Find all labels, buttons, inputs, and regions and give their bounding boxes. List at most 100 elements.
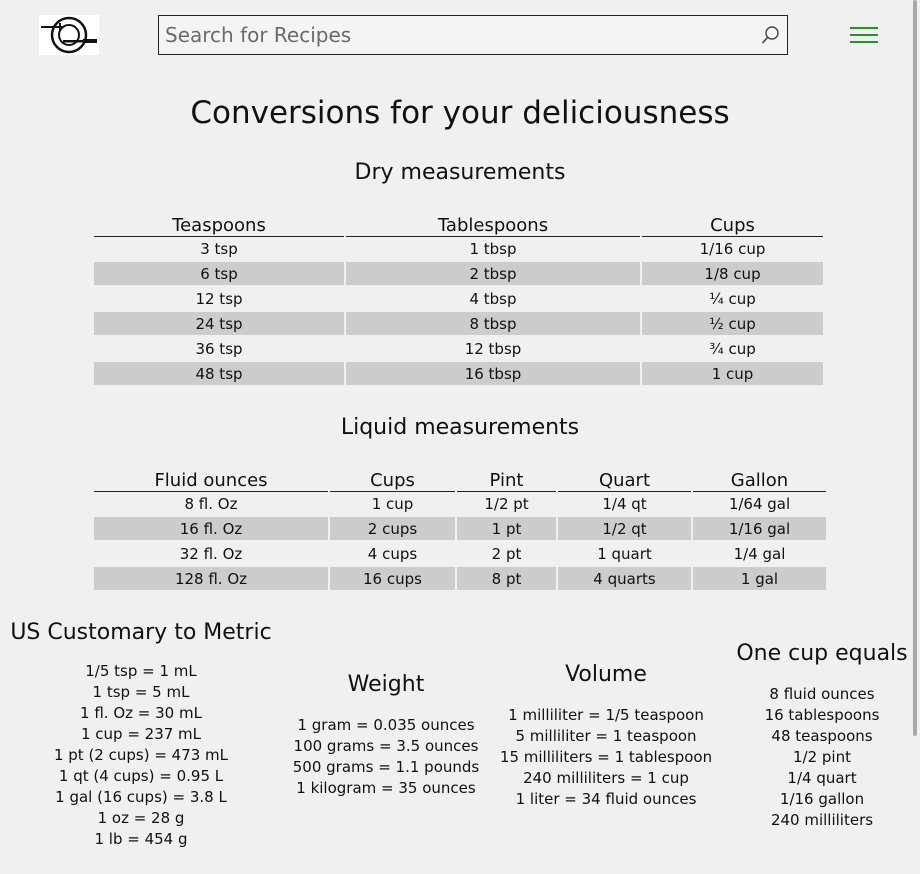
table-row: 6 tsp 2 tbsp 1/8 cup — [94, 262, 823, 287]
table-row: 128 fl. Oz 16 cups 8 pt 4 quarts 1 gal — [94, 567, 826, 592]
list-item: 1 milliliter = 1/5 teaspoon — [508, 706, 704, 724]
table-cell: 2 cups — [330, 517, 455, 542]
list-item: 1/4 quart — [787, 769, 857, 787]
weight-section: Weight 1 gram = 0.035 ounces 100 grams =… — [286, 672, 486, 799]
list-item: 1 pt (2 cups) = 473 mL — [53, 746, 229, 764]
list-item: 1 lb = 454 g — [94, 830, 188, 848]
table-cell: 1/16 cup — [642, 237, 823, 262]
table-row: 36 tsp 12 tbsp ¾ cup — [94, 337, 823, 362]
list-item: 1 gram = 0.035 ounces — [297, 716, 475, 734]
hamburger-menu-icon[interactable] — [849, 24, 879, 48]
table-cell: 36 tsp — [94, 337, 344, 362]
table-cell: 4 quarts — [558, 567, 691, 592]
plate-fork-knife-logo-icon[interactable] — [39, 15, 99, 55]
column-header: Cups — [642, 212, 823, 237]
table-cell: 48 tsp — [94, 362, 344, 387]
liquid-measurements-title: Liquid measurements — [340, 415, 580, 440]
table-cell: 16 fl. Oz — [94, 517, 328, 542]
us-to-metric-title: US Customary to Metric — [10, 620, 272, 645]
list-item: 5 milliliter = 1 teaspoon — [515, 727, 697, 745]
column-header: Gallon — [693, 467, 826, 492]
table-cell: 2 pt — [457, 542, 556, 567]
table-cell: 1/16 gal — [693, 517, 826, 542]
column-header: Fluid ounces — [94, 467, 328, 492]
list-item: 1 cup = 237 mL — [80, 725, 202, 743]
table-cell: 2 tbsp — [346, 262, 640, 287]
list-item: 1 qt (4 cups) = 0.95 L — [58, 767, 224, 785]
table-cell: 8 fl. Oz — [94, 492, 328, 517]
table-cell: 1/4 gal — [693, 542, 826, 567]
volume-section: Volume 1 milliliter = 1/5 teaspoon 5 mil… — [496, 662, 716, 810]
table-cell: 1 gal — [693, 567, 826, 592]
table-cell: 1/4 qt — [558, 492, 691, 517]
table-cell: 128 fl. Oz — [94, 567, 328, 592]
table-cell: 1 cup — [330, 492, 455, 517]
table-cell: 12 tbsp — [346, 337, 640, 362]
list-item: 100 grams = 3.5 ounces — [293, 737, 479, 755]
table-cell: ¼ cup — [642, 287, 823, 312]
column-header: Pint — [457, 467, 556, 492]
table-cell: 8 pt — [457, 567, 556, 592]
volume-title: Volume — [565, 662, 647, 687]
us-to-metric-section: US Customary to Metric 1/5 tsp = 1 mL 1 … — [6, 620, 276, 850]
table-cell: 12 tsp — [94, 287, 344, 312]
list-item: 240 milliliters = 1 cup — [523, 769, 689, 787]
list-item: 1/5 tsp = 1 mL — [85, 662, 197, 680]
list-item: 1 oz = 28 g — [97, 809, 185, 827]
table-row: 3 tsp 1 tbsp 1/16 cup — [94, 237, 823, 262]
table-cell: 1 quart — [558, 542, 691, 567]
table-cell: 4 tbsp — [346, 287, 640, 312]
table-cell: ½ cup — [642, 312, 823, 337]
table-row: 24 tsp 8 tbsp ½ cup — [94, 312, 823, 337]
list-item: 1 tsp = 5 mL — [92, 683, 190, 701]
column-header: Cups — [330, 467, 455, 492]
list-item: 1/2 pint — [793, 748, 851, 766]
liquid-measurements-table: Fluid ounces Cups Pint Quart Gallon 8 fl… — [92, 467, 828, 592]
table-cell: 1/2 qt — [558, 517, 691, 542]
one-cup-section: One cup equals 8 fluid ounces 16 tablesp… — [732, 641, 912, 831]
table-cell: 1 tbsp — [346, 237, 640, 262]
list-item: 8 fluid ounces — [769, 685, 875, 703]
table-cell: 32 fl. Oz — [94, 542, 328, 567]
list-item: 240 milliliters — [770, 811, 874, 829]
list-item: 1 fl. Oz = 30 mL — [80, 704, 202, 722]
header-bar — [0, 0, 920, 70]
search-input[interactable] — [159, 16, 749, 54]
table-row: 48 tsp 16 tbsp 1 cup — [94, 362, 823, 387]
table-cell: 16 cups — [330, 567, 455, 592]
column-header: Tablespoons — [346, 212, 640, 237]
table-cell: 1 pt — [457, 517, 556, 542]
column-header: Quart — [558, 467, 691, 492]
table-cell: 1/2 pt — [457, 492, 556, 517]
table-cell: 1/64 gal — [693, 492, 826, 517]
table-cell: 24 tsp — [94, 312, 344, 337]
table-cell: 1 cup — [642, 362, 823, 387]
table-row: 32 fl. Oz 4 cups 2 pt 1 quart 1/4 gal — [94, 542, 826, 567]
list-item: 1 gal (16 cups) = 3.8 L — [55, 788, 227, 806]
search-box — [158, 15, 788, 55]
column-header: Teaspoons — [94, 212, 344, 237]
one-cup-title: One cup equals — [736, 641, 908, 666]
page-title: Conversions for your deliciousness — [190, 95, 730, 131]
table-cell: 1/8 cup — [642, 262, 823, 287]
table-cell: 4 cups — [330, 542, 455, 567]
search-icon[interactable] — [761, 25, 781, 45]
table-cell: 8 tbsp — [346, 312, 640, 337]
list-item: 15 milliliters = 1 tablespoon — [499, 748, 713, 766]
table-cell: 16 tbsp — [346, 362, 640, 387]
list-item: 500 grams = 1.1 pounds — [292, 758, 480, 776]
table-cell: 6 tsp — [94, 262, 344, 287]
table-row: 8 fl. Oz 1 cup 1/2 pt 1/4 qt 1/64 gal — [94, 492, 826, 517]
list-item: 1 kilogram = 35 ounces — [296, 779, 476, 797]
table-row: 12 tsp 4 tbsp ¼ cup — [94, 287, 823, 312]
dry-measurements-title: Dry measurements — [354, 160, 566, 185]
list-item: 1 liter = 34 fluid ounces — [515, 790, 697, 808]
list-item: 48 teaspoons — [771, 727, 873, 745]
table-cell: 3 tsp — [94, 237, 344, 262]
vertical-scrollbar[interactable] — [913, 0, 917, 736]
dry-measurements-table: Teaspoons Tablespoons Cups 3 tsp 1 tbsp 1/… — [92, 212, 825, 387]
table-row: 16 fl. Oz 2 cups 1 pt 1/2 qt 1/16 gal — [94, 517, 826, 542]
table-cell: ¾ cup — [642, 337, 823, 362]
list-item: 16 tablespoons — [764, 706, 880, 724]
list-item: 1/16 gallon — [779, 790, 865, 808]
